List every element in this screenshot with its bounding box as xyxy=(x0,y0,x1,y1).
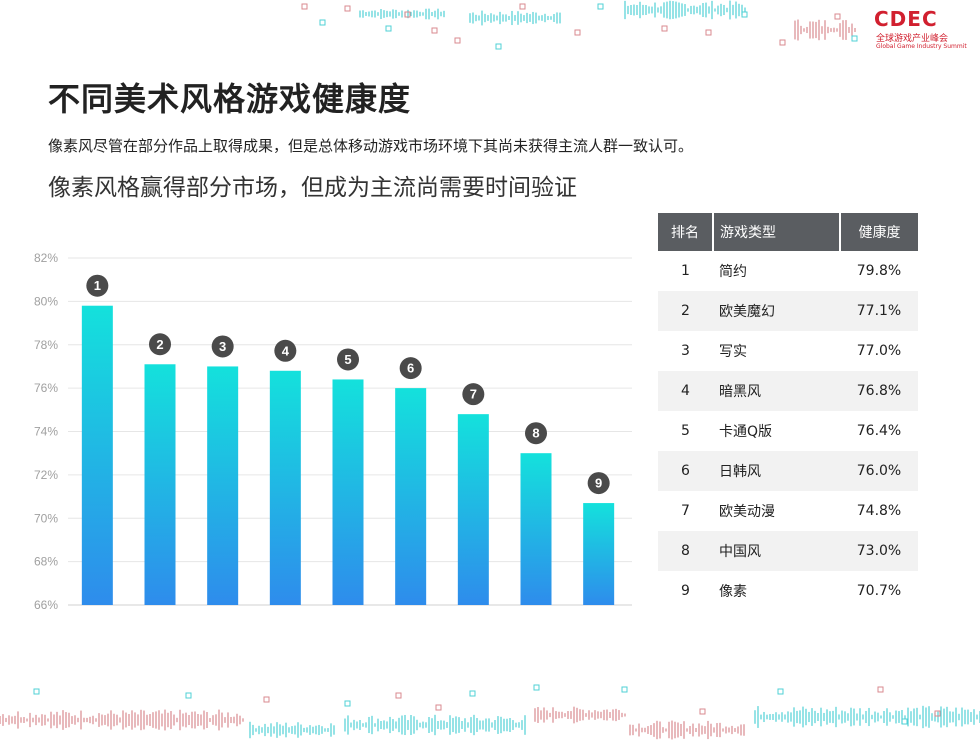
rank-badge xyxy=(525,422,547,445)
bar-8 xyxy=(520,453,552,605)
cell-health: 76.4% xyxy=(856,423,902,439)
table-row: 4 暗黑风 76.8% xyxy=(658,371,918,411)
cell-game-type: 欧美动漫 xyxy=(719,504,775,520)
rank-badge-label: 1 xyxy=(94,278,101,293)
rank-badge xyxy=(274,339,297,362)
rank-badge-label: 4 xyxy=(282,343,290,358)
rank-badge-label: 2 xyxy=(156,337,163,352)
page-title: 不同美术风格游戏健康度 xyxy=(48,80,412,118)
y-tick-label: 82% xyxy=(34,251,58,265)
header-health: 健康度 xyxy=(840,213,918,251)
y-tick-label: 74% xyxy=(34,425,58,439)
y-tick-label: 80% xyxy=(34,294,58,308)
bar-9 xyxy=(583,503,615,605)
logo-chinese-name: 全球游戏产业峰会 xyxy=(876,34,949,44)
bar-3 xyxy=(207,366,239,605)
cell-game-type: 暗黑风 xyxy=(713,371,840,411)
cell-rank: 7 xyxy=(681,503,690,519)
cell-rank: 9 xyxy=(681,583,690,599)
cdec-logo: CDEC 全球游戏产业峰会 Global Game Industry Summi… xyxy=(874,8,974,52)
table-row: 2 欧美魔幻 77.1% xyxy=(658,291,918,331)
table-row: 8 中国风 73.0% xyxy=(658,531,918,571)
cell-rank: 6 xyxy=(658,451,713,491)
cell-game-type: 欧美魔幻 xyxy=(713,291,840,331)
cell-rank: 1 xyxy=(681,263,690,279)
table-row: 5 卡通Q版 76.4% xyxy=(658,411,918,451)
cell-health: 74.8% xyxy=(856,503,902,519)
bar-2 xyxy=(144,364,176,605)
table-header-row: 排名 游戏类型 健康度 xyxy=(658,213,918,251)
rank-badge xyxy=(211,335,234,358)
rank-badge-label: 7 xyxy=(470,387,477,402)
decorative-soundwave-bottom xyxy=(0,684,980,740)
y-tick-label: 76% xyxy=(34,381,58,395)
cell-game-type: 像素 xyxy=(719,584,747,600)
table-row: 9 像素 70.7% xyxy=(658,571,918,611)
cell-game-type: 卡通Q版 xyxy=(719,424,773,440)
bar-1 xyxy=(81,305,113,605)
page-subtitle: 像素风格赢得部分市场，但成为主流尚需要时间验证 xyxy=(48,175,577,201)
cell-health: 77.1% xyxy=(840,291,918,331)
rank-badge xyxy=(462,383,485,406)
rank-badge xyxy=(337,348,359,371)
cell-health: 76.0% xyxy=(840,451,918,491)
cell-game-type: 中国风 xyxy=(713,531,840,571)
header-rank: 排名 xyxy=(658,213,713,251)
rank-badge-label: 5 xyxy=(344,352,351,367)
rank-badge-label: 9 xyxy=(595,476,602,491)
cell-game-type: 简约 xyxy=(719,264,747,280)
rank-badge-label: 6 xyxy=(407,361,414,376)
header-game-type: 游戏类型 xyxy=(712,213,841,251)
bar-6 xyxy=(395,388,427,605)
cell-rank: 5 xyxy=(681,423,690,439)
rank-badge-label: 3 xyxy=(219,339,226,354)
health-bar-chart: 66% 68% 70% 72% 74% 76% 78% 80% 82% 1 2 3 4 5 6 7 8 9 xyxy=(34,251,632,612)
table-row: 6 日韩风 76.0% xyxy=(658,451,918,491)
cell-game-type: 日韩风 xyxy=(713,451,840,491)
y-tick-label: 68% xyxy=(34,555,58,569)
y-tick-label: 72% xyxy=(34,468,58,482)
y-tick-label: 78% xyxy=(34,338,58,352)
y-tick-label: 66% xyxy=(34,598,58,612)
cell-health: 79.8% xyxy=(856,263,902,279)
cell-rank: 3 xyxy=(681,343,690,359)
ranking-table: 排名 游戏类型 健康度 1 简约 79.8% 2 欧美魔幻 77.1% 3 写实… xyxy=(658,213,918,611)
rank-badge xyxy=(587,472,610,495)
bar-4 xyxy=(269,370,301,605)
cell-rank: 2 xyxy=(658,291,713,331)
logo-english-name: Global Game Industry Summit xyxy=(876,43,967,50)
table-row: 7 欧美动漫 74.8% xyxy=(658,491,918,531)
rank-badge-label: 8 xyxy=(532,426,539,441)
table-row: 1 简约 79.8% xyxy=(658,251,918,291)
decorative-soundwave-top xyxy=(301,0,858,50)
cell-health: 76.8% xyxy=(840,371,918,411)
bar-7 xyxy=(457,414,489,605)
cell-health: 73.0% xyxy=(840,531,918,571)
rank-badge xyxy=(86,274,109,297)
cell-rank: 4 xyxy=(658,371,713,411)
logo-mark: CDEC xyxy=(874,7,938,31)
rank-badge xyxy=(399,357,422,380)
cell-health: 70.7% xyxy=(856,583,902,599)
rank-badge xyxy=(149,333,171,356)
cell-health: 77.0% xyxy=(856,343,902,359)
page-description: 像素风尽管在部分作品上取得成果，但是总体移动游戏市场环境下其尚未获得主流人群一致… xyxy=(48,137,694,155)
cell-game-type: 写实 xyxy=(719,344,747,360)
table-row: 3 写实 77.0% xyxy=(658,331,918,371)
cell-rank: 8 xyxy=(658,531,713,571)
bar-5 xyxy=(332,379,364,605)
y-tick-label: 70% xyxy=(34,511,58,525)
